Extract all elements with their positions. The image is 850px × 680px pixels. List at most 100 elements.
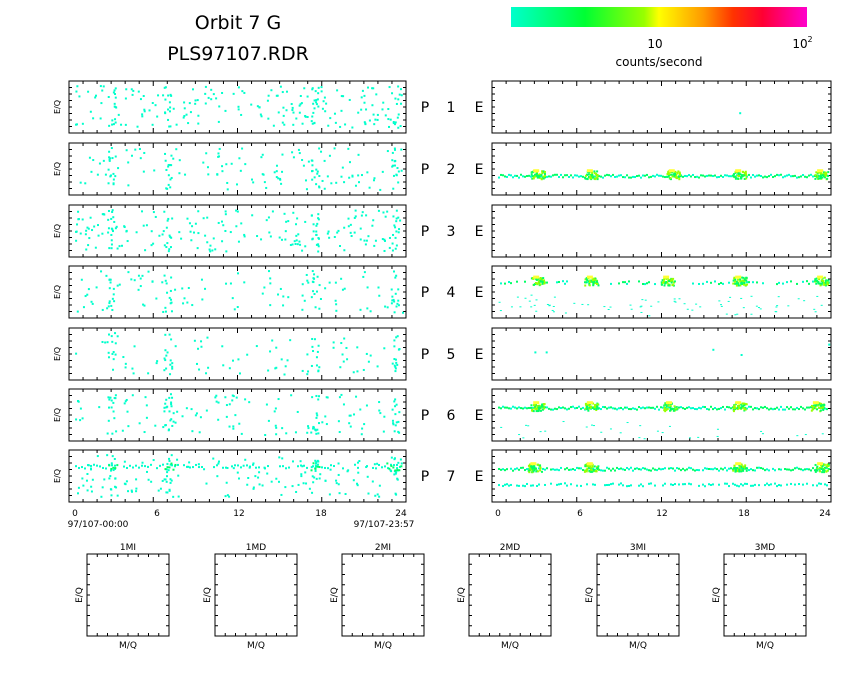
right-p7-band <box>708 468 710 471</box>
right-p6-low <box>539 431 542 433</box>
left-p3-count <box>278 236 281 239</box>
left-p7-count <box>161 479 164 482</box>
left-p7-streak <box>168 488 171 491</box>
left-p3-count <box>123 226 126 229</box>
left-p6-streak <box>394 405 397 408</box>
left-p4-streak <box>109 281 112 284</box>
left-p1-count <box>154 104 157 107</box>
left-p7-count <box>167 469 170 472</box>
left-p3-streak <box>317 218 320 221</box>
right-p7-peak <box>732 467 735 470</box>
left-p6-count <box>125 398 128 401</box>
x-tick-right-6: 6 <box>577 509 583 519</box>
right-p7-band <box>688 466 690 469</box>
left-p1-count <box>333 112 336 115</box>
left-p1-count <box>175 123 178 126</box>
left-p3-count <box>77 218 80 221</box>
right-p7-peak <box>536 463 539 466</box>
left-p3-count <box>235 225 238 228</box>
left-p6-count <box>348 414 351 417</box>
left-p6-count <box>265 403 268 406</box>
left-p2-streak <box>311 159 314 162</box>
right-p6-peak <box>820 404 823 407</box>
right-p4-band <box>782 282 784 285</box>
right-p7-band <box>712 468 714 471</box>
left-p4-count <box>384 305 387 308</box>
left-p6-count <box>215 394 218 397</box>
right-p2-band <box>790 175 792 178</box>
right-p4-band <box>720 281 722 284</box>
right-p7-band <box>758 466 760 469</box>
right-p4-low <box>695 303 698 305</box>
right-p2-peak <box>733 173 736 176</box>
left-p6-count <box>138 422 141 425</box>
left-p6-streak <box>108 406 111 409</box>
right-p6-peak <box>586 403 589 406</box>
left-p2-count <box>351 175 354 178</box>
right-p7-peak <box>734 470 737 473</box>
left-p3-count <box>79 232 82 235</box>
left-p7-count <box>266 472 269 475</box>
left-p1-count <box>75 90 78 93</box>
left-p3-count <box>388 236 391 239</box>
right-p4-low <box>552 305 555 307</box>
left-p5-count <box>301 369 304 372</box>
left-panel-p5-frame <box>68 327 407 381</box>
left-p4-count <box>277 293 280 296</box>
right-p6-band <box>788 407 790 410</box>
left-p3-streak <box>110 217 113 220</box>
left-p3-count <box>384 215 387 218</box>
left-p7-streak <box>315 477 318 480</box>
left-p5-count <box>200 340 203 343</box>
left-p5-count <box>116 335 119 338</box>
left-p6-count <box>106 432 109 435</box>
left-p3-count <box>363 239 366 242</box>
left-p7-count <box>347 469 350 472</box>
right-p7-band2 <box>648 482 650 485</box>
left-p1-count <box>281 121 284 124</box>
right-p6-band <box>678 406 680 409</box>
right-p4-band <box>756 281 758 284</box>
right-p4-low <box>691 309 694 311</box>
right-p2-band <box>712 175 714 178</box>
left-p1-count <box>212 93 215 96</box>
right-p2-band <box>578 175 580 178</box>
left-p6-count <box>378 409 381 412</box>
left-p1-count <box>94 96 97 99</box>
left-p3-count <box>294 242 297 245</box>
right-p7-band <box>730 467 732 470</box>
right-p2-peak <box>676 172 679 175</box>
left-p7-count <box>258 471 261 474</box>
right-p2-band <box>528 174 530 177</box>
right-p7-band <box>656 469 658 472</box>
right-panel-p7 <box>491 449 832 503</box>
right-p4-peak <box>663 278 666 281</box>
left-p1-streak <box>397 98 400 101</box>
left-p2-count <box>221 170 224 173</box>
left-p1-count <box>76 85 79 88</box>
left-p2-count <box>265 186 268 189</box>
left-p6-streak <box>392 423 395 426</box>
right-p6-peak <box>812 405 815 408</box>
left-p7-streak <box>394 472 397 475</box>
left-p4-count <box>366 286 369 289</box>
left-p7-band <box>381 466 383 469</box>
right-p6-peak <box>530 404 533 407</box>
left-p4-streak <box>394 276 397 279</box>
right-p2-peak <box>534 173 537 176</box>
right-p7-band2 <box>774 482 776 485</box>
right-p7-peak <box>595 470 598 473</box>
right-p4-band <box>558 280 560 283</box>
left-p1-count <box>376 118 379 121</box>
left-p2-streak <box>167 183 170 186</box>
left-p1-count <box>322 100 325 103</box>
right-p6-band <box>686 406 688 409</box>
left-p3-count <box>221 240 224 243</box>
left-p4-streak <box>312 277 315 280</box>
left-p7-count <box>357 471 360 474</box>
left-p4-streak <box>392 270 395 273</box>
left-p5-streak <box>111 340 114 343</box>
left-p4-count <box>162 310 165 313</box>
left-p3-count <box>86 226 89 229</box>
left-p6-count <box>228 425 231 428</box>
